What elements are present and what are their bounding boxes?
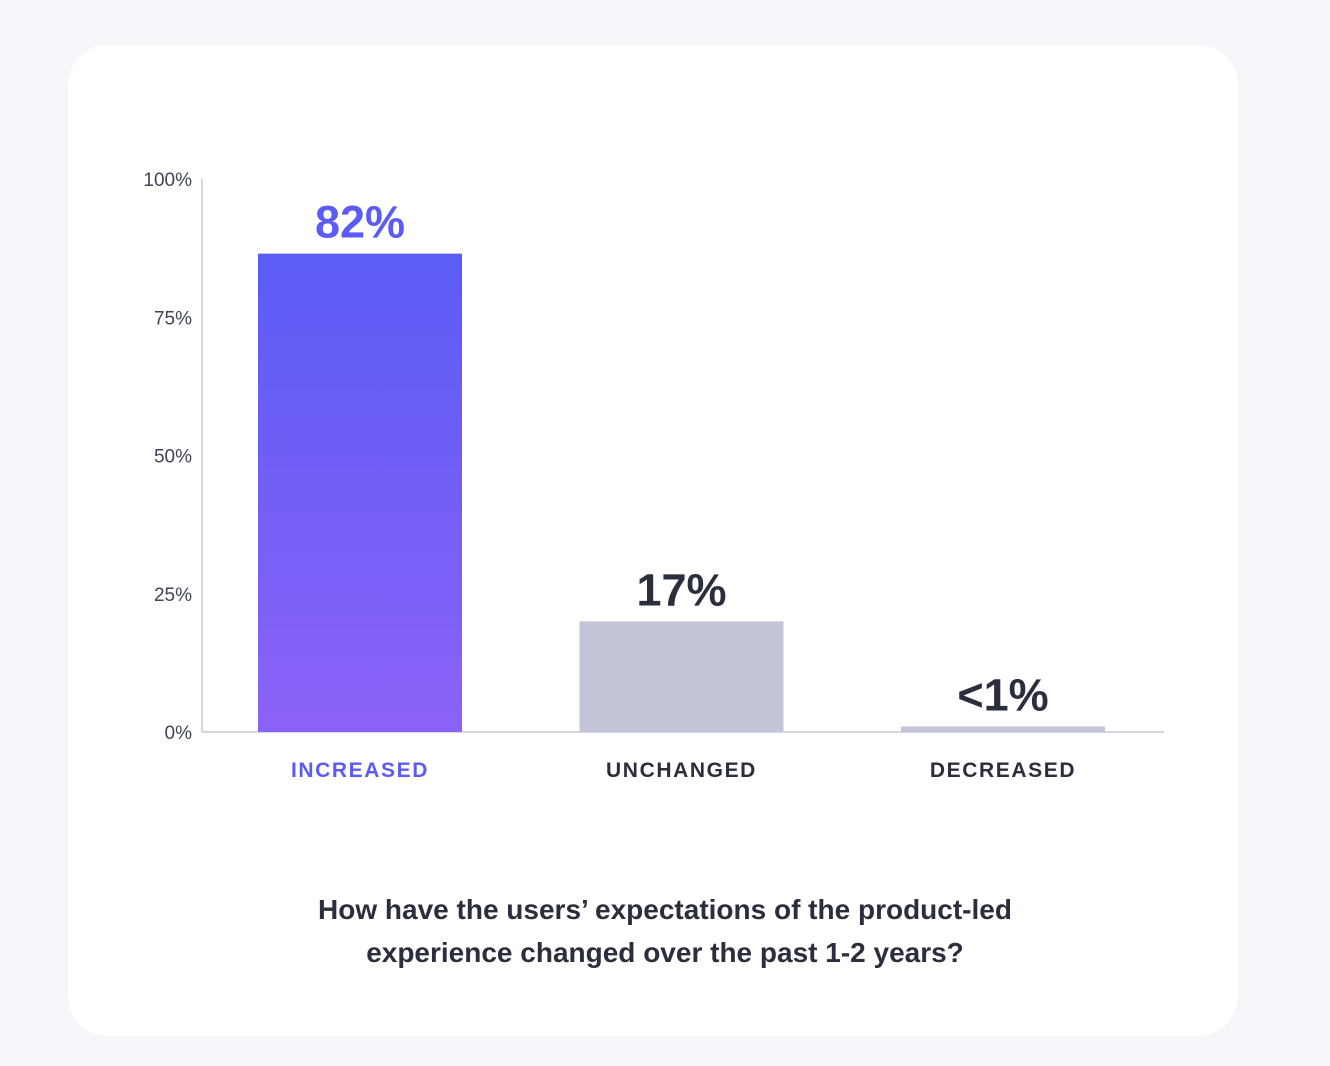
value-label-unchanged: 17%: [636, 564, 726, 615]
value-label-decreased: <1%: [957, 669, 1048, 720]
y-tick-label: 100%: [143, 170, 192, 191]
category-label-unchanged: UNCHANGED: [606, 759, 757, 782]
value-label-increased: 82%: [315, 197, 405, 248]
chart-question: How have the users’ expectations of the …: [0, 888, 1330, 974]
y-tick-label: 75%: [154, 308, 192, 329]
chart-question-line-2: experience changed over the past 1-2 yea…: [366, 937, 964, 968]
category-label-increased: INCREASED: [291, 759, 429, 782]
bar-unchanged: [579, 621, 784, 732]
bar-increased: [258, 253, 462, 732]
y-tick-label: 50%: [154, 447, 192, 468]
y-tick-label: 25%: [154, 585, 192, 606]
category-label-decreased: DECREASED: [930, 759, 1076, 782]
y-tick-label: 0%: [165, 723, 193, 744]
chart-question-line-1: How have the users’ expectations of the …: [318, 894, 1012, 925]
bar-decreased: [901, 726, 1105, 732]
